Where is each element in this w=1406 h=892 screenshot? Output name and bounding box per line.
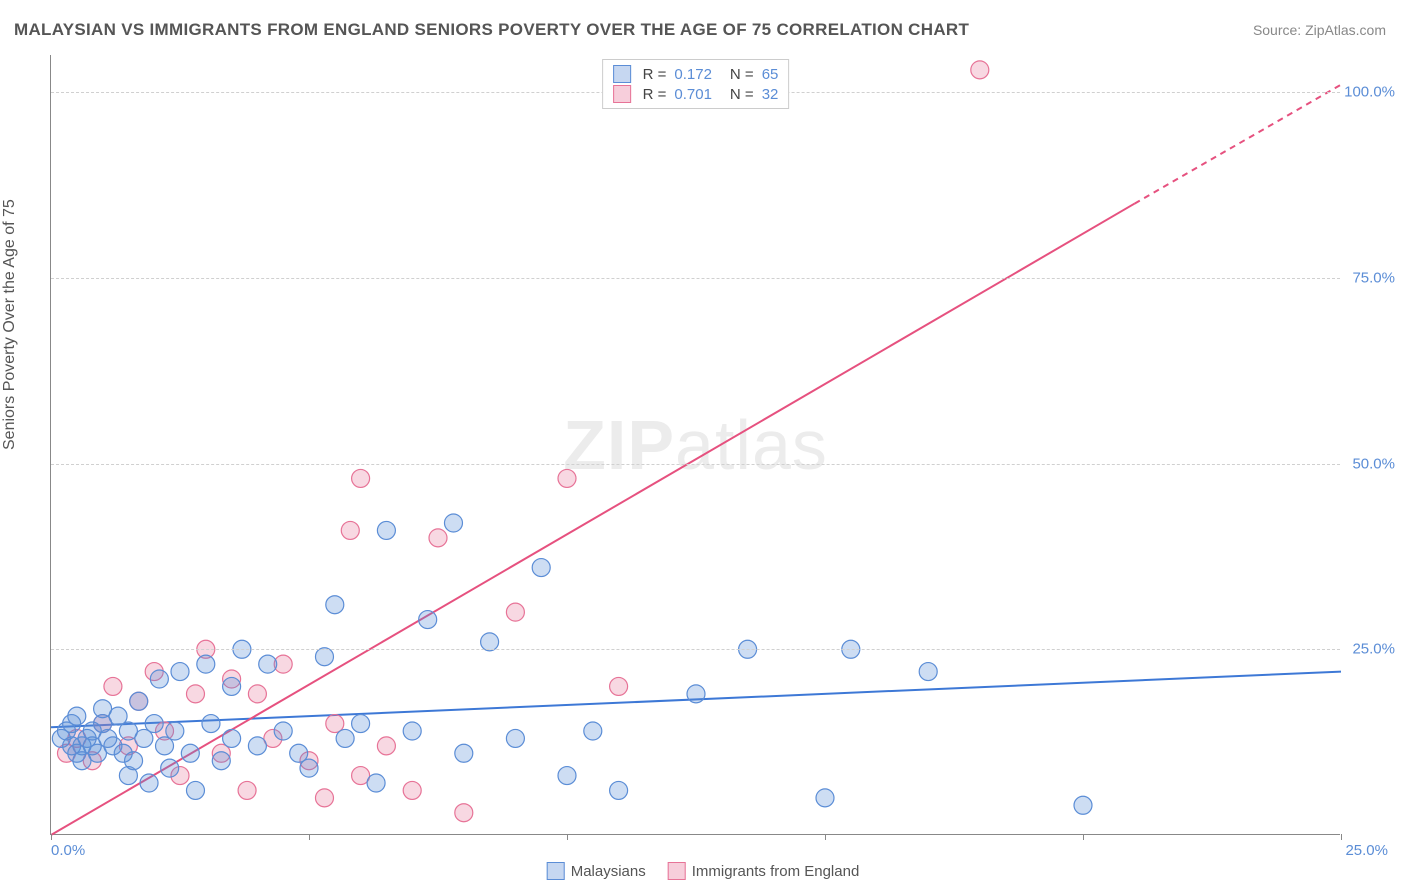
x-tick [825, 834, 826, 840]
x-tick [309, 834, 310, 840]
r-value-pink: 0.701 [674, 86, 712, 103]
swatch-blue-icon [547, 862, 565, 880]
legend-label-malaysians: Malaysians [571, 863, 646, 880]
swatch-pink-icon [668, 862, 686, 880]
plot-area: ZIPatlas R = 0.172 N = 65 R = 0.701 N = … [50, 55, 1340, 835]
r-value-blue: 0.172 [674, 66, 712, 83]
source-label: Source: ZipAtlas.com [1253, 22, 1386, 38]
n-label: N = [730, 66, 754, 83]
swatch-pink-icon [613, 85, 631, 103]
x-tick [1083, 834, 1084, 840]
legend-stats: R = 0.172 N = 65 R = 0.701 N = 32 [602, 59, 790, 109]
legend-item-malaysians: Malaysians [547, 862, 646, 880]
y-tick-label: 100.0% [1344, 84, 1395, 101]
x-tick [1341, 834, 1342, 840]
n-label: N = [730, 86, 754, 103]
x-tick-min: 0.0% [51, 842, 85, 859]
scatter-svg [51, 55, 1340, 834]
n-value-pink: 32 [762, 86, 779, 103]
x-tick [51, 834, 52, 840]
chart-title: MALAYSIAN VS IMMIGRANTS FROM ENGLAND SEN… [14, 20, 969, 40]
legend-stats-row-pink: R = 0.701 N = 32 [613, 84, 779, 104]
gridline [51, 649, 1340, 650]
x-tick-max: 25.0% [1345, 842, 1388, 859]
y-axis-label: Seniors Poverty Over the Age of 75 [1, 199, 19, 450]
correlation-chart: MALAYSIAN VS IMMIGRANTS FROM ENGLAND SEN… [0, 0, 1406, 892]
gridline [51, 278, 1340, 279]
n-value-blue: 65 [762, 66, 779, 83]
y-tick-label: 50.0% [1352, 455, 1395, 472]
y-tick-label: 75.0% [1352, 269, 1395, 286]
y-tick-label: 25.0% [1352, 641, 1395, 658]
legend-series: Malaysians Immigrants from England [547, 862, 860, 880]
r-label: R = [643, 86, 667, 103]
swatch-blue-icon [613, 65, 631, 83]
legend-label-england: Immigrants from England [692, 863, 860, 880]
legend-item-england: Immigrants from England [668, 862, 860, 880]
r-label: R = [643, 66, 667, 83]
x-tick [567, 834, 568, 840]
gridline [51, 464, 1340, 465]
legend-stats-row-blue: R = 0.172 N = 65 [613, 64, 779, 84]
